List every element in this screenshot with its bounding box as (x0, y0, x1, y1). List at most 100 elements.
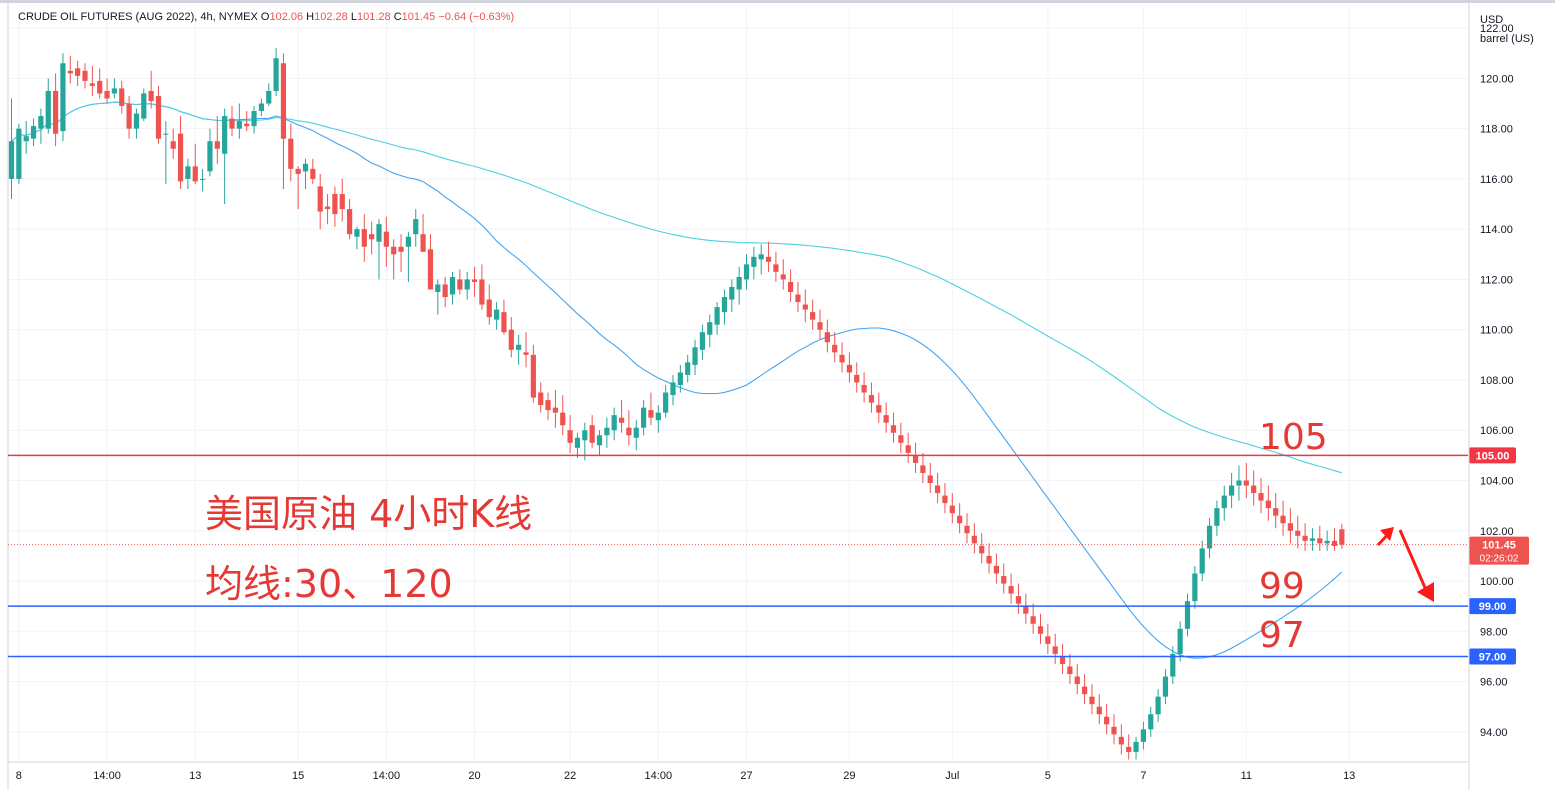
candle-body (420, 234, 426, 252)
candle-body (1206, 525, 1213, 549)
candle-body (1096, 706, 1102, 715)
candle-body (949, 505, 955, 514)
candle-body (486, 299, 492, 318)
candle-body (1229, 485, 1235, 496)
annotation-97: 97 (1259, 615, 1305, 656)
time-tick-label: 14:00 (645, 770, 673, 782)
low-label: L (350, 11, 357, 23)
candle-body (979, 545, 985, 554)
candle-body (839, 354, 845, 363)
candle-body (942, 495, 948, 504)
candle-body (45, 90, 51, 129)
candle-body (111, 88, 117, 94)
candle-body (1324, 540, 1330, 544)
candle-body (1236, 480, 1242, 486)
price-tick-label: 96.00 (1480, 677, 1508, 689)
candle-body (60, 63, 66, 132)
candle-body (288, 138, 294, 169)
candle-body (53, 90, 59, 134)
candle-body (324, 206, 331, 210)
time-tick-label: 8 (16, 770, 22, 782)
candle-body (479, 279, 485, 305)
horizontal-levels: 105.00 99.00 97.00 101.45 02:26:02 (8, 447, 1529, 665)
candle-body (545, 400, 551, 411)
countdown-text: 02:26:02 (1480, 554, 1519, 565)
candle-body (1104, 716, 1110, 725)
price-tick-label: 116.00 (1480, 174, 1513, 186)
time-axis: 8 14:00 13 15 14:00 20 22 14:00 27 29 Jul 5 7 11 13 (8, 761, 1468, 782)
price-tick-label: 98.00 (1480, 626, 1508, 638)
candle-body (177, 133, 184, 182)
symbol-header: CRUDE OIL FUTURES (AUG 2022), 4h, NYMEX … (18, 11, 514, 23)
candle-body (876, 405, 882, 413)
candle-body (236, 121, 242, 129)
candle-body (1280, 515, 1286, 524)
candle-body (1317, 538, 1323, 544)
arrow-down-head (1417, 582, 1434, 602)
candle-body (229, 118, 235, 129)
candle-body (1302, 535, 1308, 541)
candle-body (1059, 656, 1066, 664)
price-tick-label: 100.00 (1480, 576, 1514, 588)
candle-body (611, 415, 617, 431)
candle-body (810, 312, 816, 320)
candle-body (1148, 714, 1154, 730)
price-tick-label: 118.00 (1480, 124, 1513, 136)
candle-body (501, 312, 507, 333)
candle-body (75, 68, 81, 76)
candle-body (1162, 676, 1169, 697)
candle-body (1184, 601, 1191, 629)
candle-body (361, 229, 367, 247)
candle-body (516, 344, 522, 350)
candle-body (670, 382, 676, 396)
time-tick-label: 11 (1241, 770, 1252, 782)
candle-body (332, 193, 338, 215)
candle-body (1155, 696, 1161, 715)
candle-body (574, 437, 581, 448)
candle-body (832, 344, 838, 353)
candle-body (780, 274, 786, 280)
candle-body (957, 515, 963, 524)
candle-body (920, 465, 926, 473)
candle-body (1258, 493, 1264, 501)
candle-body (104, 90, 110, 99)
symbol-title: CRUDE OIL FUTURES (AUG 2022), 4h, NYMEX (18, 11, 258, 23)
price-tick-label: 106.00 (1480, 425, 1514, 437)
candle-body (1221, 495, 1227, 509)
candle-body (765, 256, 772, 262)
candle-body (38, 116, 44, 129)
candle-body (133, 113, 140, 129)
candle-body (1023, 606, 1029, 614)
candle-body (685, 362, 691, 375)
candle-body (383, 231, 389, 247)
candle-body (993, 565, 999, 574)
candle-body (266, 90, 272, 104)
candle-body (699, 332, 705, 350)
candle-body (471, 279, 478, 282)
candle-body (912, 455, 919, 463)
candle-body (854, 374, 860, 383)
candle-body (258, 103, 264, 112)
axis-unit-1: USD (1480, 14, 1503, 26)
candle-body (442, 284, 448, 298)
candle-body (758, 254, 764, 260)
candle-body (435, 284, 441, 293)
price-tick-label: 108.00 (1480, 375, 1514, 387)
candle-body (729, 286, 735, 300)
axis-unit-2: barrel (US) (1480, 33, 1534, 45)
candle-body (192, 166, 198, 182)
candle-body (1133, 741, 1139, 752)
candle-body (1339, 529, 1345, 545)
candle-body (1001, 576, 1007, 584)
candle-body (339, 193, 345, 210)
candle-body (1273, 508, 1279, 516)
candle-body (633, 427, 639, 438)
price-tick-label: 120.00 (1480, 73, 1514, 85)
candle-body (1126, 746, 1132, 752)
candle-body (163, 133, 169, 135)
top-border (0, 0, 1555, 3)
candle-body (317, 186, 323, 212)
candle-body (751, 256, 757, 267)
